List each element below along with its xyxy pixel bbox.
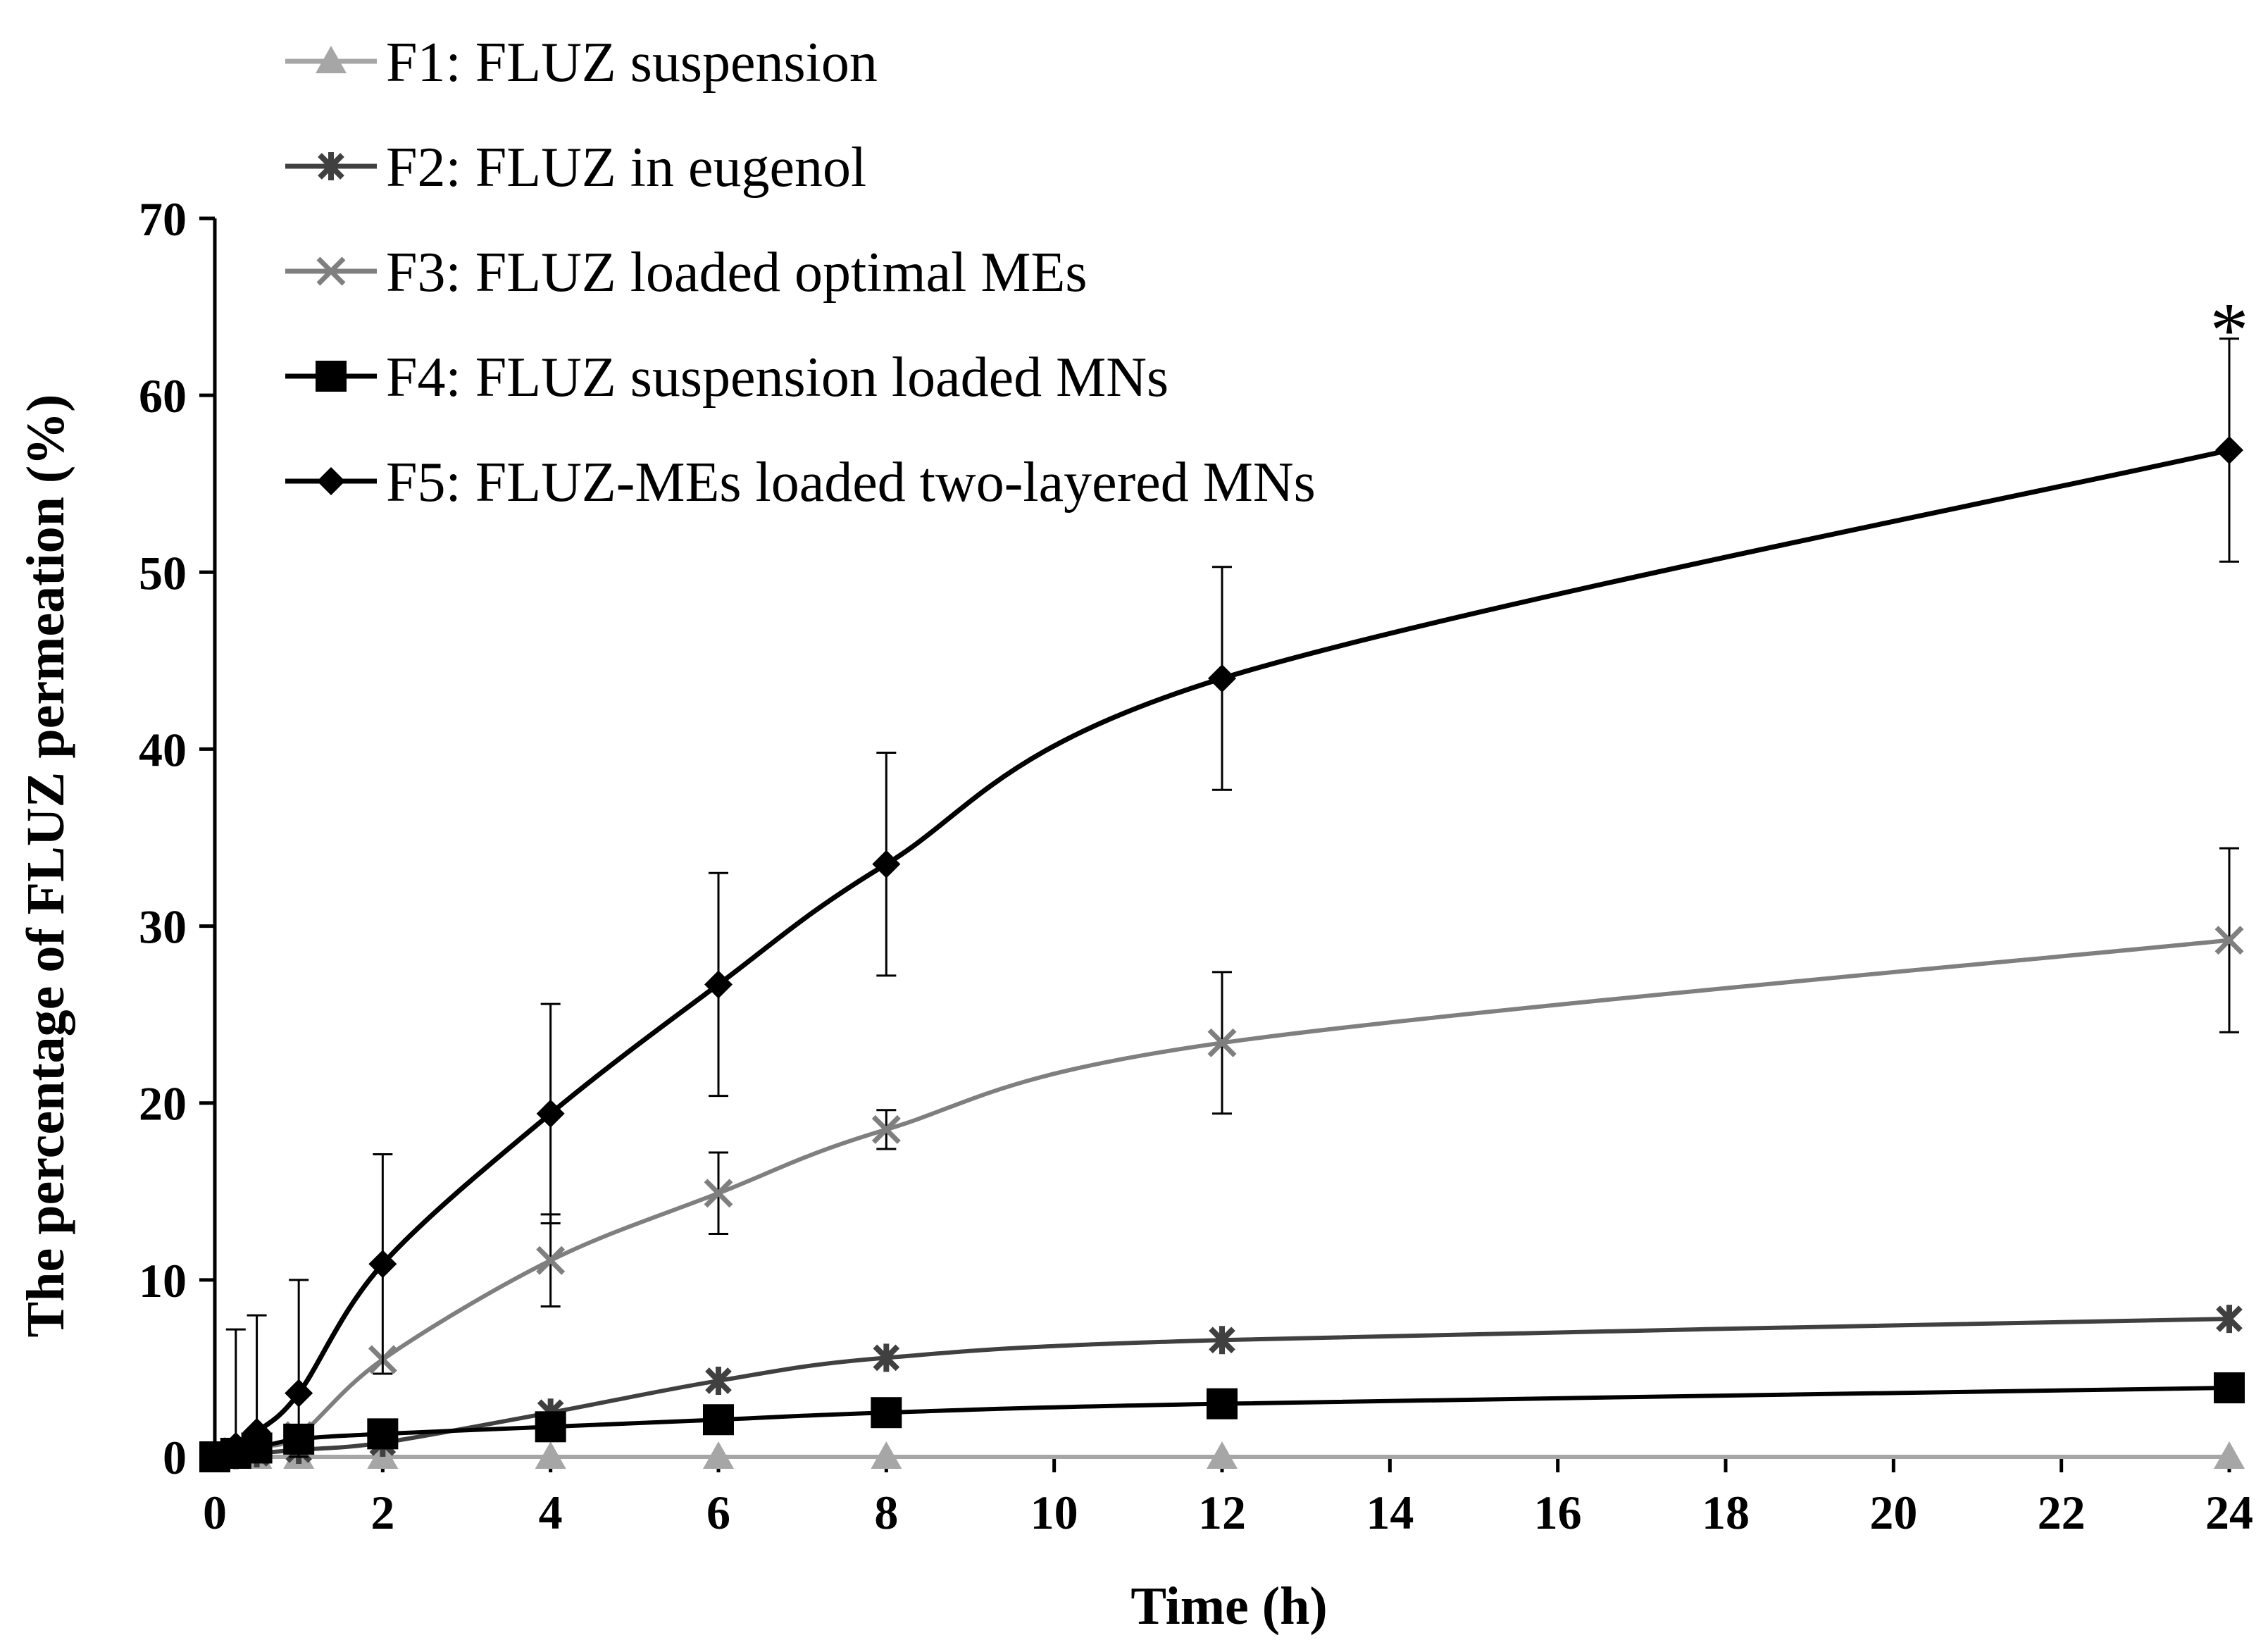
data-point <box>535 1411 566 1443</box>
x-tick-label: 14 <box>1366 1486 1414 1539</box>
data-point <box>2214 1441 2245 1469</box>
x-tick-label: 0 <box>203 1486 227 1539</box>
legend-marker <box>316 256 346 286</box>
annotations: * <box>2210 287 2249 373</box>
data-point <box>704 970 733 999</box>
data-point <box>872 850 901 878</box>
legend-label: F4: FLUZ suspension loaded MNs <box>386 347 1169 409</box>
x-tick-label: 24 <box>2205 1486 2253 1539</box>
data-point <box>1207 1441 1238 1469</box>
data-point <box>2214 1372 2245 1404</box>
data-point <box>367 1418 399 1450</box>
legend: F1: FLUZ suspension F2: FLUZ in eugenol F3… <box>285 32 1316 514</box>
y-axis-title: The percentage of FLUZ permeation (%) <box>16 395 75 1338</box>
data-point <box>705 1367 732 1396</box>
series-3 <box>200 847 2244 1472</box>
legend-label: F1: FLUZ suspension <box>386 32 878 94</box>
y-tick-label: 0 <box>163 1431 187 1484</box>
data-point <box>1209 1326 1235 1355</box>
data-point <box>242 1417 271 1446</box>
legend-marker <box>316 361 347 392</box>
legend-marker <box>318 152 344 180</box>
x-ticks: 0 2 4 6 8 10 12 14 16 18 20 22 24 <box>203 1457 2253 1539</box>
legend-marker <box>317 467 345 495</box>
data-point <box>703 1441 734 1469</box>
data-point <box>368 1250 397 1279</box>
legend-item-3: F3: FLUZ loaded optimal MEs <box>285 242 1088 304</box>
data-point <box>873 1343 900 1372</box>
x-tick-label: 12 <box>1198 1486 1246 1539</box>
y-tick-label: 10 <box>139 1254 187 1307</box>
x-axis-title: Time (h) <box>1130 1577 1327 1636</box>
legend-label: F3: FLUZ loaded optimal MEs <box>386 242 1088 304</box>
data-point <box>871 1114 901 1144</box>
y-ticks: 0 10 20 30 40 50 60 70 <box>139 192 215 1484</box>
legend-marker <box>316 46 347 73</box>
y-tick-label: 60 <box>139 369 187 423</box>
x-tick-label: 8 <box>874 1486 898 1539</box>
data-point <box>703 1404 734 1436</box>
data-point <box>871 1397 902 1429</box>
y-tick-label: 50 <box>139 546 187 600</box>
x-tick-label: 6 <box>706 1486 730 1539</box>
x-tick-label: 10 <box>1030 1486 1078 1539</box>
data-point <box>1207 1388 1238 1420</box>
x-tick-label: 2 <box>370 1486 394 1539</box>
legend-item-1: F1: FLUZ suspension <box>285 32 878 94</box>
legend-item-2: F2: FLUZ in eugenol <box>285 137 866 199</box>
y-tick-label: 70 <box>139 192 187 246</box>
data-point <box>1207 1028 1237 1057</box>
data-point <box>221 1431 250 1460</box>
legend-item-5: F5: FLUZ-MEs loaded two-layered MNs <box>285 452 1316 514</box>
data-point <box>1208 664 1236 692</box>
data-point <box>2215 435 2243 464</box>
data-point <box>285 1379 313 1408</box>
y-tick-label: 20 <box>139 1077 187 1131</box>
x-tick-label: 22 <box>2038 1486 2086 1539</box>
x-tick-label: 18 <box>1702 1486 1750 1539</box>
data-point <box>2214 926 2244 955</box>
data-point <box>536 1099 565 1128</box>
legend-label: F2: FLUZ in eugenol <box>386 137 866 199</box>
data-point <box>871 1441 902 1469</box>
x-tick-label: 4 <box>539 1486 563 1539</box>
legend-label: F5: FLUZ-MEs loaded two-layered MNs <box>386 452 1316 514</box>
data-point <box>536 1245 566 1275</box>
data-point <box>704 1179 733 1208</box>
significance-asterisk: * <box>2210 287 2249 373</box>
y-tick-label: 30 <box>139 900 187 954</box>
y-tick-label: 40 <box>139 723 187 776</box>
series-5 <box>201 337 2243 1471</box>
plot-area <box>199 337 2245 1472</box>
legend-item-4: F4: FLUZ suspension loaded MNs <box>285 347 1169 409</box>
data-point <box>535 1441 566 1469</box>
x-tick-label: 20 <box>1869 1486 1917 1539</box>
data-point <box>2216 1305 2243 1334</box>
x-tick-label: 16 <box>1534 1486 1582 1539</box>
data-point <box>201 1443 229 1471</box>
series-1 <box>199 1441 2245 1469</box>
